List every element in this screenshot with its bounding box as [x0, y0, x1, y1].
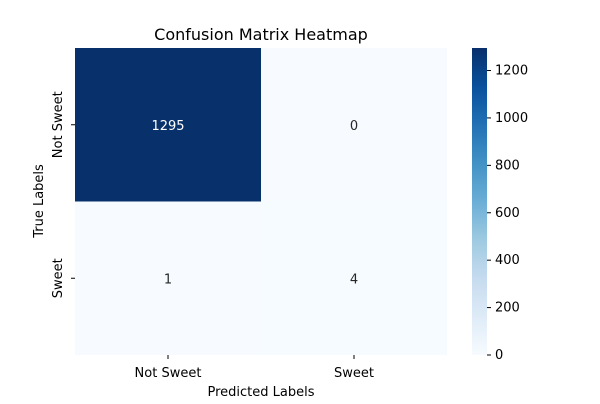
cell-value-not-sweet-not-sweet: 1295: [151, 119, 184, 134]
colorbar-ticks: 0 200 400 600 800 1000 1200: [487, 64, 528, 363]
x-tick-label-not-sweet: Not Sweet: [135, 366, 202, 381]
cell-not-sweet-not-sweet: [75, 48, 261, 202]
cell-value-sweet-sweet: 4: [350, 272, 358, 287]
colorbar-tick-label-600: 600: [495, 206, 520, 221]
chart-title: Confusion Matrix Heatmap: [154, 25, 368, 44]
x-axis-label: Predicted Labels: [207, 385, 314, 400]
colorbar-tick-label-1200: 1200: [495, 64, 528, 79]
heatmap-cells: [75, 48, 447, 355]
y-tick-label-sweet: Sweet: [51, 258, 66, 298]
cell-value-sweet-not-sweet: 1: [164, 272, 172, 287]
cell-sweet-sweet: [261, 201, 447, 355]
cell-value-not-sweet-sweet: 0: [350, 119, 358, 134]
colorbar: [472, 48, 487, 355]
y-axis: Not Sweet Sweet: [51, 91, 75, 298]
colorbar-tick-label-1000: 1000: [495, 111, 528, 126]
colorbar-tick-label-800: 800: [495, 158, 520, 173]
colorbar-tick-label-0: 0: [495, 348, 503, 363]
cell-not-sweet-sweet: [261, 48, 447, 202]
colorbar-tick-label-200: 200: [495, 301, 520, 316]
y-tick-label-not-sweet: Not Sweet: [51, 91, 66, 158]
colorbar-tick-label-400: 400: [495, 253, 520, 268]
y-axis-label: True Labels: [32, 164, 47, 239]
x-axis: Not Sweet Sweet: [135, 355, 374, 381]
x-tick-label-sweet: Sweet: [334, 366, 374, 381]
cell-sweet-not-sweet: [75, 201, 261, 355]
heatmap-cell-labels: 1295 0 1 4: [151, 119, 358, 288]
